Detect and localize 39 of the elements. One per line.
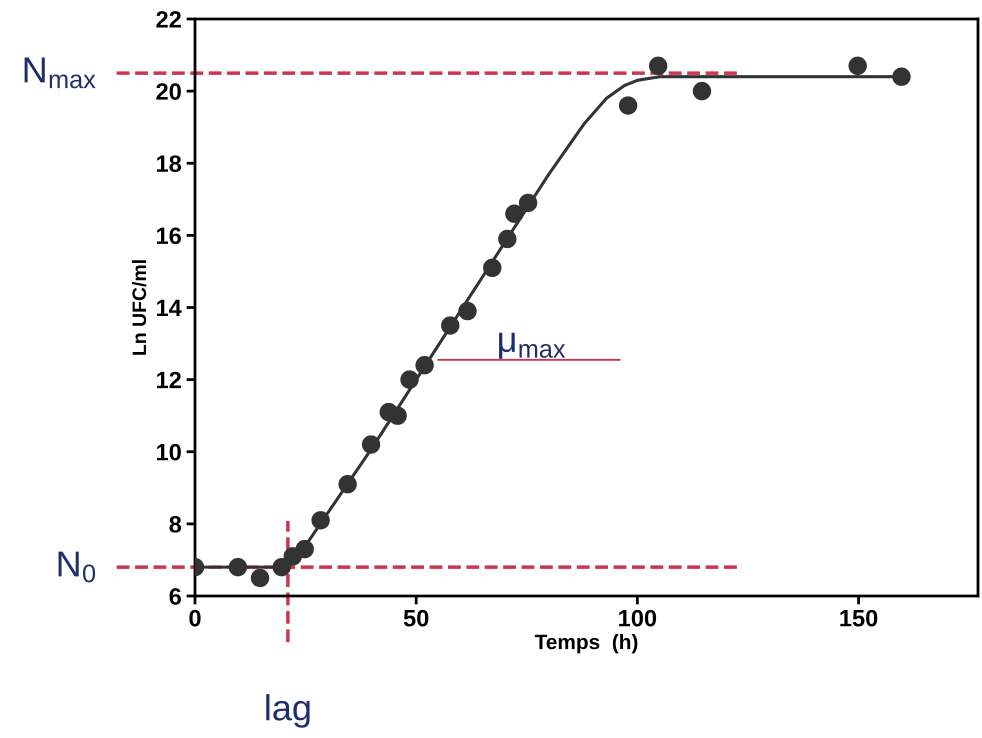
point xyxy=(296,540,314,558)
point xyxy=(228,558,248,576)
point xyxy=(518,194,538,212)
point xyxy=(338,475,357,494)
point xyxy=(250,568,270,588)
point xyxy=(400,370,419,389)
y-tick-label: 10 xyxy=(157,444,181,461)
point xyxy=(692,82,712,100)
ref-line-label: N$_{max}$ xyxy=(24,58,96,88)
y-axis-title: Ln UFC/ml xyxy=(132,260,146,355)
point xyxy=(505,204,524,223)
y-tick-label: 18 xyxy=(157,155,182,172)
x-axis-title: Temps (h) xyxy=(534,634,638,654)
x-tick-label: 0 xyxy=(189,610,201,627)
x-tick-label: 150 xyxy=(840,610,878,627)
point xyxy=(272,558,291,576)
point xyxy=(311,511,330,530)
y-tick-label: 16 xyxy=(157,227,181,244)
annotation: μ$_{max}$ xyxy=(499,332,566,359)
ref-line-label: lag xyxy=(266,694,310,728)
x-tick-label: 100 xyxy=(619,610,656,627)
point xyxy=(458,302,477,320)
y-tick-label: 12 xyxy=(157,372,181,388)
x-tick-label: 50 xyxy=(404,610,428,627)
point xyxy=(483,258,502,278)
y-tick-label: 22 xyxy=(156,11,181,28)
point xyxy=(362,435,380,454)
y-tick-label: 14 xyxy=(157,300,182,316)
point xyxy=(892,68,911,86)
point xyxy=(848,56,867,76)
ref-line-label: N$_{0}$ xyxy=(58,552,96,582)
point xyxy=(648,56,668,76)
point xyxy=(441,316,460,335)
y-tick-label: 8 xyxy=(169,516,182,533)
point xyxy=(415,356,434,374)
y-tick-label: 6 xyxy=(170,588,181,605)
point xyxy=(618,96,638,115)
y-tick-label: 20 xyxy=(156,83,181,100)
point xyxy=(498,230,517,248)
